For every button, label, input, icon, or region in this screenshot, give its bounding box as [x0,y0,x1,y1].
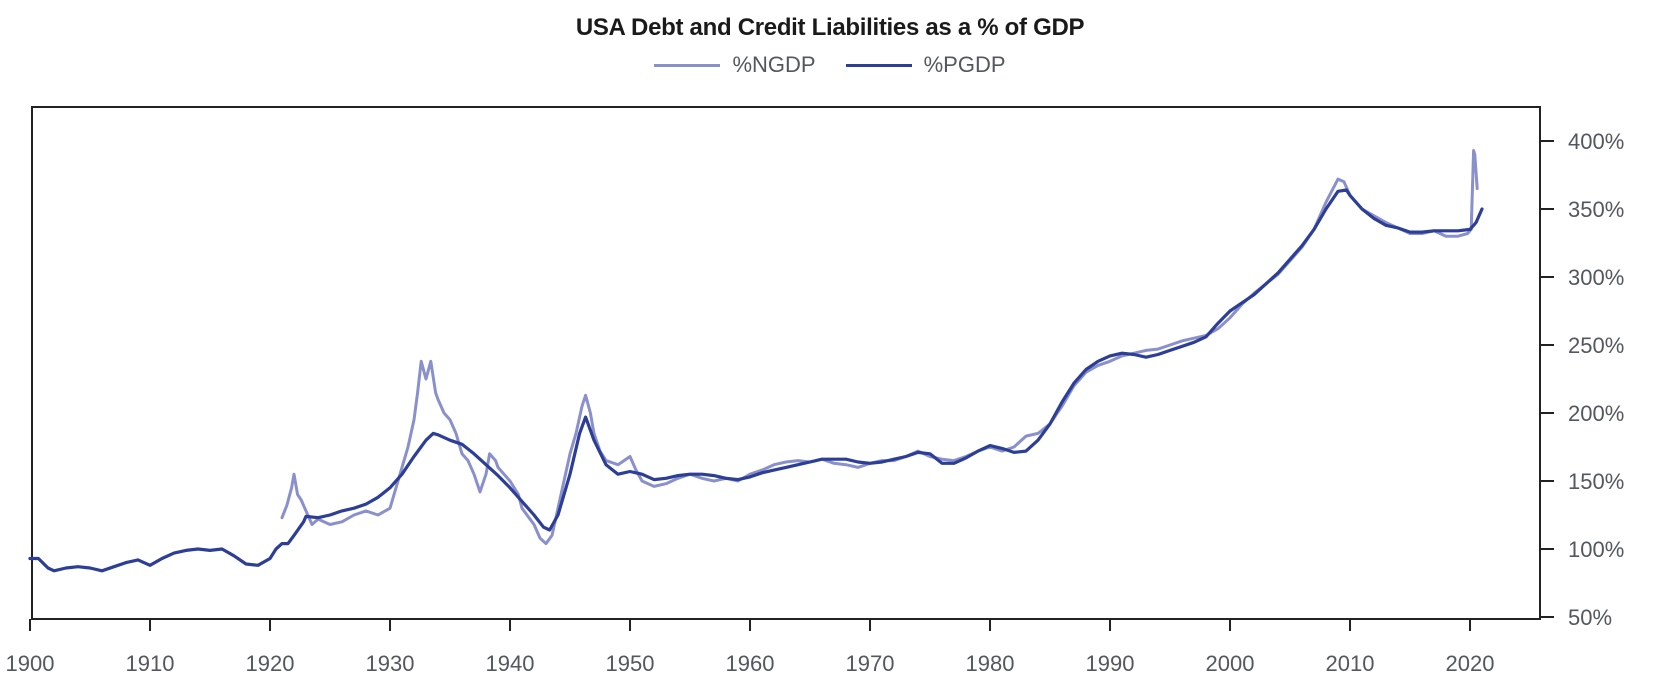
y-tick-label-300: 300% [1568,265,1624,290]
legend-item-pgdp: %PGDP [845,52,1006,78]
x-tick-label-1980: 1980 [966,651,1015,676]
chart-title: USA Debt and Credit Liabilities as a % o… [575,14,1085,41]
y-tick-label-100: 100% [1568,537,1624,562]
legend-item-ngdp: %NGDP [654,52,816,78]
x-tick-label-1960: 1960 [726,651,775,676]
y-tick-label-350: 350% [1568,197,1624,222]
x-tick-label-2010: 2010 [1326,651,1375,676]
x-tick-label-1930: 1930 [366,651,415,676]
legend-swatch-ngdp [654,63,721,67]
y-tick-label-250: 250% [1568,333,1624,358]
legend-label-ngdp: %NGDP [732,52,816,77]
legend: %NGDP %PGDP [0,52,1660,78]
series-line-pgdp [28,188,1484,573]
legend-label-pgdp: %PGDP [923,52,1006,77]
x-tick-label-1920: 1920 [246,651,295,676]
legend-swatch-pgdp [845,63,912,67]
series-line-ngdp [280,149,1479,546]
x-tick-label-1910: 1910 [126,651,175,676]
y-tick-label-200: 200% [1568,401,1624,426]
x-tick-label-1900: 1900 [6,651,55,676]
x-tick-label-2020: 2020 [1446,651,1495,676]
x-tick-label-1940: 1940 [486,651,535,676]
plot-frame [31,106,1541,620]
x-tick-label-1990: 1990 [1086,651,1135,676]
y-tick-label-400: 400% [1568,129,1624,154]
x-tick-label-1950: 1950 [606,651,655,676]
x-tick-label-1970: 1970 [846,651,895,676]
y-tick-label-150: 150% [1568,469,1624,494]
x-tick-label-2000: 2000 [1206,651,1255,676]
y-tick-label-50: 50% [1568,605,1612,630]
